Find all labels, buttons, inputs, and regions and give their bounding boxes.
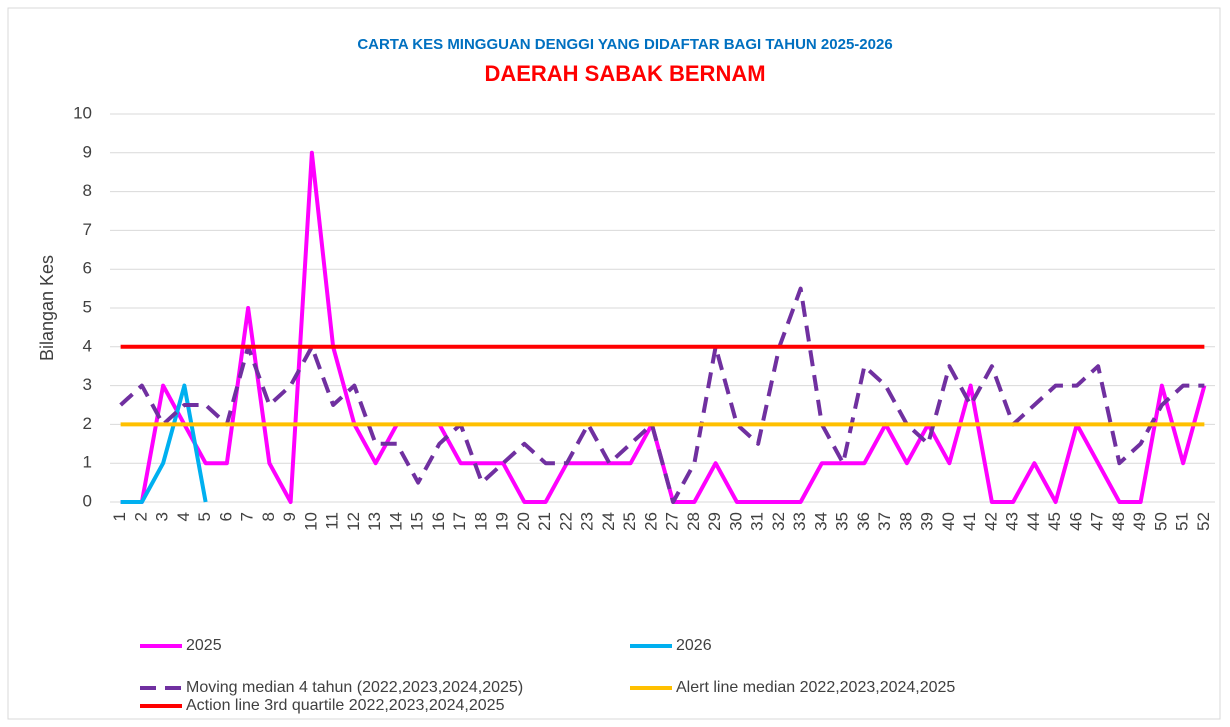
x-tick-label: 13	[365, 512, 384, 531]
x-tick-label: 37	[875, 512, 894, 531]
chart-border	[7, 7, 1221, 720]
x-tick-label: 52	[1194, 512, 1213, 531]
x-tick-label: 30	[726, 512, 745, 531]
x-tick-label: 39	[918, 512, 937, 531]
x-tick-label: 32	[769, 512, 788, 531]
x-tick-label: 19	[493, 512, 512, 531]
y-tick-label: 4	[83, 336, 92, 355]
legend-label: Alert line median 2022,2023,2024,2025	[676, 679, 955, 696]
x-tick-label: 21	[535, 512, 554, 531]
x-tick-label: 44	[1024, 512, 1043, 531]
series-line	[119, 286, 1205, 504]
x-tick-label: 11	[323, 512, 342, 530]
x-tick-label: 41	[960, 512, 979, 531]
chart-subtitle: DAERAH SABAK BERNAM	[484, 61, 765, 86]
y-tick-label: 6	[83, 259, 92, 278]
legend-label: Action line 3rd quartile 2022,2023,2024,…	[186, 697, 505, 714]
x-tick-label: 25	[620, 512, 639, 531]
legend-label: 2026	[676, 637, 712, 654]
x-tick-label: 18	[471, 512, 490, 531]
x-tick-label: 17	[450, 512, 469, 531]
x-tick-label: 26	[641, 512, 660, 531]
x-tick-label: 42	[981, 512, 1000, 531]
legend-label: Moving median 4 tahun (2022,2023,2024,20…	[186, 679, 523, 696]
x-tick-label: 24	[599, 512, 618, 531]
x-tick-label: 4	[174, 512, 193, 521]
y-tick-label: 8	[83, 181, 92, 200]
x-tick-label: 43	[1003, 512, 1022, 531]
x-tick-label: 23	[578, 512, 597, 531]
x-tick-label: 3	[153, 512, 172, 521]
x-tick-label: 14	[386, 512, 405, 531]
x-tick-label: 45	[1045, 512, 1064, 531]
x-tick-label: 27	[663, 512, 682, 531]
x-tick-label: 8	[259, 512, 278, 521]
y-tick-label: 5	[83, 297, 92, 316]
x-tick-label: 47	[1088, 512, 1107, 531]
chart-title: CARTA KES MINGGUAN DENGGI YANG DIDAFTAR …	[357, 36, 892, 53]
legend-label: 2025	[186, 637, 222, 654]
y-tick-label: 1	[83, 453, 92, 472]
x-tick-label: 50	[1151, 512, 1170, 531]
x-tick-label: 33	[790, 512, 809, 531]
y-tick-label: 0	[83, 491, 92, 510]
x-tick-label: 28	[684, 512, 703, 531]
x-tick-label: 40	[939, 512, 958, 531]
y-tick-label: 7	[83, 220, 92, 239]
x-tick-label: 22	[556, 512, 575, 531]
x-tick-label: 10	[301, 512, 320, 531]
x-tick-label: 15	[408, 512, 427, 531]
x-tick-label: 49	[1130, 512, 1149, 531]
x-tick-label: 46	[1066, 512, 1085, 531]
x-tick-label: 9	[280, 512, 299, 521]
x-tick-label: 29	[705, 512, 724, 531]
x-tick-label: 5	[195, 512, 214, 521]
x-tick-label: 7	[238, 512, 257, 521]
x-tick-label: 16	[429, 512, 448, 531]
x-tick-label: 48	[1109, 512, 1128, 531]
x-tick-label: 34	[811, 512, 830, 531]
x-tick-label: 51	[1173, 512, 1192, 531]
x-tick-label: 12	[344, 512, 363, 531]
y-axis-label: Bilangan Kes	[37, 255, 57, 361]
x-tick-label: 35	[833, 512, 852, 531]
x-tick-label: 31	[748, 512, 767, 531]
x-tick-label: 36	[854, 512, 873, 531]
y-tick-label: 2	[83, 414, 92, 433]
x-tick-label: 1	[110, 512, 129, 521]
y-tick-label: 10	[73, 103, 92, 122]
y-tick-label: 3	[83, 375, 92, 394]
y-tick-label: 9	[83, 142, 92, 161]
x-tick-label: 6	[216, 512, 235, 521]
x-tick-label: 20	[514, 512, 533, 531]
x-tick-label: 2	[131, 512, 150, 521]
x-tick-label: 38	[896, 512, 915, 531]
